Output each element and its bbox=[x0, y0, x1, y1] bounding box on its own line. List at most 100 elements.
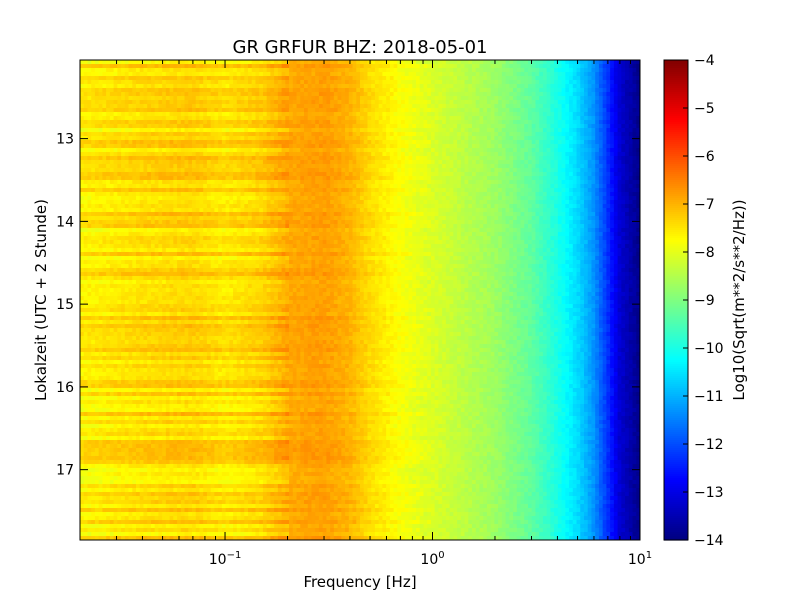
heatmap-cell bbox=[226, 84, 230, 89]
heatmap-cell bbox=[360, 116, 364, 121]
heatmap-cell bbox=[521, 152, 525, 157]
heatmap-cell bbox=[423, 152, 427, 157]
heatmap-cell bbox=[573, 60, 577, 65]
heatmap-cell bbox=[562, 96, 566, 101]
heatmap-cell bbox=[349, 132, 353, 137]
heatmap-cell bbox=[539, 84, 543, 89]
heatmap-cell bbox=[603, 60, 607, 65]
heatmap-cell bbox=[263, 64, 267, 69]
heatmap-cell bbox=[450, 180, 454, 185]
heatmap-cell bbox=[248, 76, 252, 81]
heatmap-cell bbox=[562, 68, 566, 73]
heatmap-cell bbox=[416, 148, 420, 153]
heatmap-cell bbox=[386, 188, 390, 193]
heatmap-cell bbox=[106, 156, 110, 161]
heatmap-cell bbox=[476, 116, 480, 121]
heatmap-cell bbox=[543, 116, 547, 121]
heatmap-cell bbox=[633, 148, 637, 153]
heatmap-cell bbox=[621, 180, 625, 185]
heatmap-cell bbox=[427, 116, 431, 121]
heatmap-cell bbox=[569, 96, 573, 101]
heatmap-cell bbox=[155, 96, 159, 101]
heatmap-cell bbox=[338, 96, 342, 101]
heatmap-cell bbox=[364, 168, 368, 173]
heatmap-cell bbox=[80, 72, 84, 77]
heatmap-cell bbox=[379, 76, 383, 81]
heatmap-cell bbox=[446, 104, 450, 109]
heatmap-cell bbox=[591, 168, 595, 173]
heatmap-cell bbox=[423, 60, 427, 65]
heatmap-cell bbox=[214, 120, 218, 125]
heatmap-cell bbox=[450, 104, 454, 109]
heatmap-cell bbox=[539, 72, 543, 77]
heatmap-cell bbox=[330, 80, 334, 85]
heatmap-cell bbox=[595, 144, 599, 149]
heatmap-cell bbox=[502, 104, 506, 109]
heatmap-cell bbox=[132, 140, 136, 145]
heatmap-cell bbox=[319, 152, 323, 157]
heatmap-cell bbox=[162, 168, 166, 173]
heatmap-cell bbox=[535, 116, 539, 121]
heatmap-cell bbox=[614, 168, 618, 173]
heatmap-cell bbox=[513, 100, 517, 105]
heatmap-cell bbox=[409, 96, 413, 101]
heatmap-cell bbox=[270, 116, 274, 121]
heatmap-cell bbox=[465, 184, 469, 189]
heatmap-cell bbox=[367, 144, 371, 149]
heatmap-cell bbox=[91, 136, 95, 141]
heatmap-cell bbox=[532, 80, 536, 85]
heatmap-cell bbox=[364, 164, 368, 169]
heatmap-cell bbox=[177, 152, 181, 157]
heatmap-cell bbox=[147, 80, 151, 85]
heatmap-cell bbox=[151, 68, 155, 73]
heatmap-cell bbox=[367, 164, 371, 169]
heatmap-cell bbox=[465, 84, 469, 89]
heatmap-cell bbox=[87, 192, 91, 197]
heatmap-cell bbox=[569, 160, 573, 165]
heatmap-cell bbox=[513, 128, 517, 133]
heatmap-cell bbox=[461, 188, 465, 193]
heatmap-cell bbox=[584, 88, 588, 93]
heatmap-cell bbox=[509, 100, 513, 105]
heatmap-cell bbox=[498, 136, 502, 141]
heatmap-cell bbox=[356, 188, 360, 193]
heatmap-cell bbox=[237, 112, 241, 117]
heatmap-cell bbox=[535, 92, 539, 97]
heatmap-cell bbox=[487, 132, 491, 137]
heatmap-cell bbox=[278, 80, 282, 85]
heatmap-cell bbox=[427, 96, 431, 101]
heatmap-cell bbox=[338, 92, 342, 97]
heatmap-cell bbox=[394, 180, 398, 185]
heatmap-cell bbox=[588, 156, 592, 161]
heatmap-cell bbox=[401, 92, 405, 97]
heatmap-cell bbox=[99, 128, 103, 133]
heatmap-cell bbox=[218, 168, 222, 173]
heatmap-cell bbox=[494, 180, 498, 185]
heatmap-cell bbox=[461, 180, 465, 185]
heatmap-cell bbox=[375, 120, 379, 125]
heatmap-cell bbox=[476, 188, 480, 193]
heatmap-cell bbox=[304, 100, 308, 105]
heatmap-cell bbox=[252, 104, 256, 109]
heatmap-cell bbox=[569, 176, 573, 181]
heatmap-cell bbox=[435, 72, 439, 77]
heatmap-cell bbox=[558, 140, 562, 145]
heatmap-cell bbox=[603, 156, 607, 161]
heatmap-cell bbox=[580, 116, 584, 121]
heatmap-cell bbox=[524, 164, 528, 169]
heatmap-cell bbox=[550, 160, 554, 165]
heatmap-cell bbox=[513, 132, 517, 137]
heatmap-cell bbox=[513, 80, 517, 85]
heatmap-cell bbox=[614, 68, 618, 73]
heatmap-cell bbox=[405, 92, 409, 97]
heatmap-cell bbox=[535, 156, 539, 161]
heatmap-cell bbox=[502, 128, 506, 133]
heatmap-cell bbox=[532, 132, 536, 137]
heatmap-cell bbox=[196, 124, 200, 129]
heatmap-cell bbox=[420, 172, 424, 177]
heatmap-cell bbox=[364, 80, 368, 85]
heatmap-cell bbox=[457, 100, 461, 105]
heatmap-cell bbox=[304, 92, 308, 97]
heatmap-cell bbox=[102, 188, 106, 193]
heatmap-cell bbox=[274, 84, 278, 89]
